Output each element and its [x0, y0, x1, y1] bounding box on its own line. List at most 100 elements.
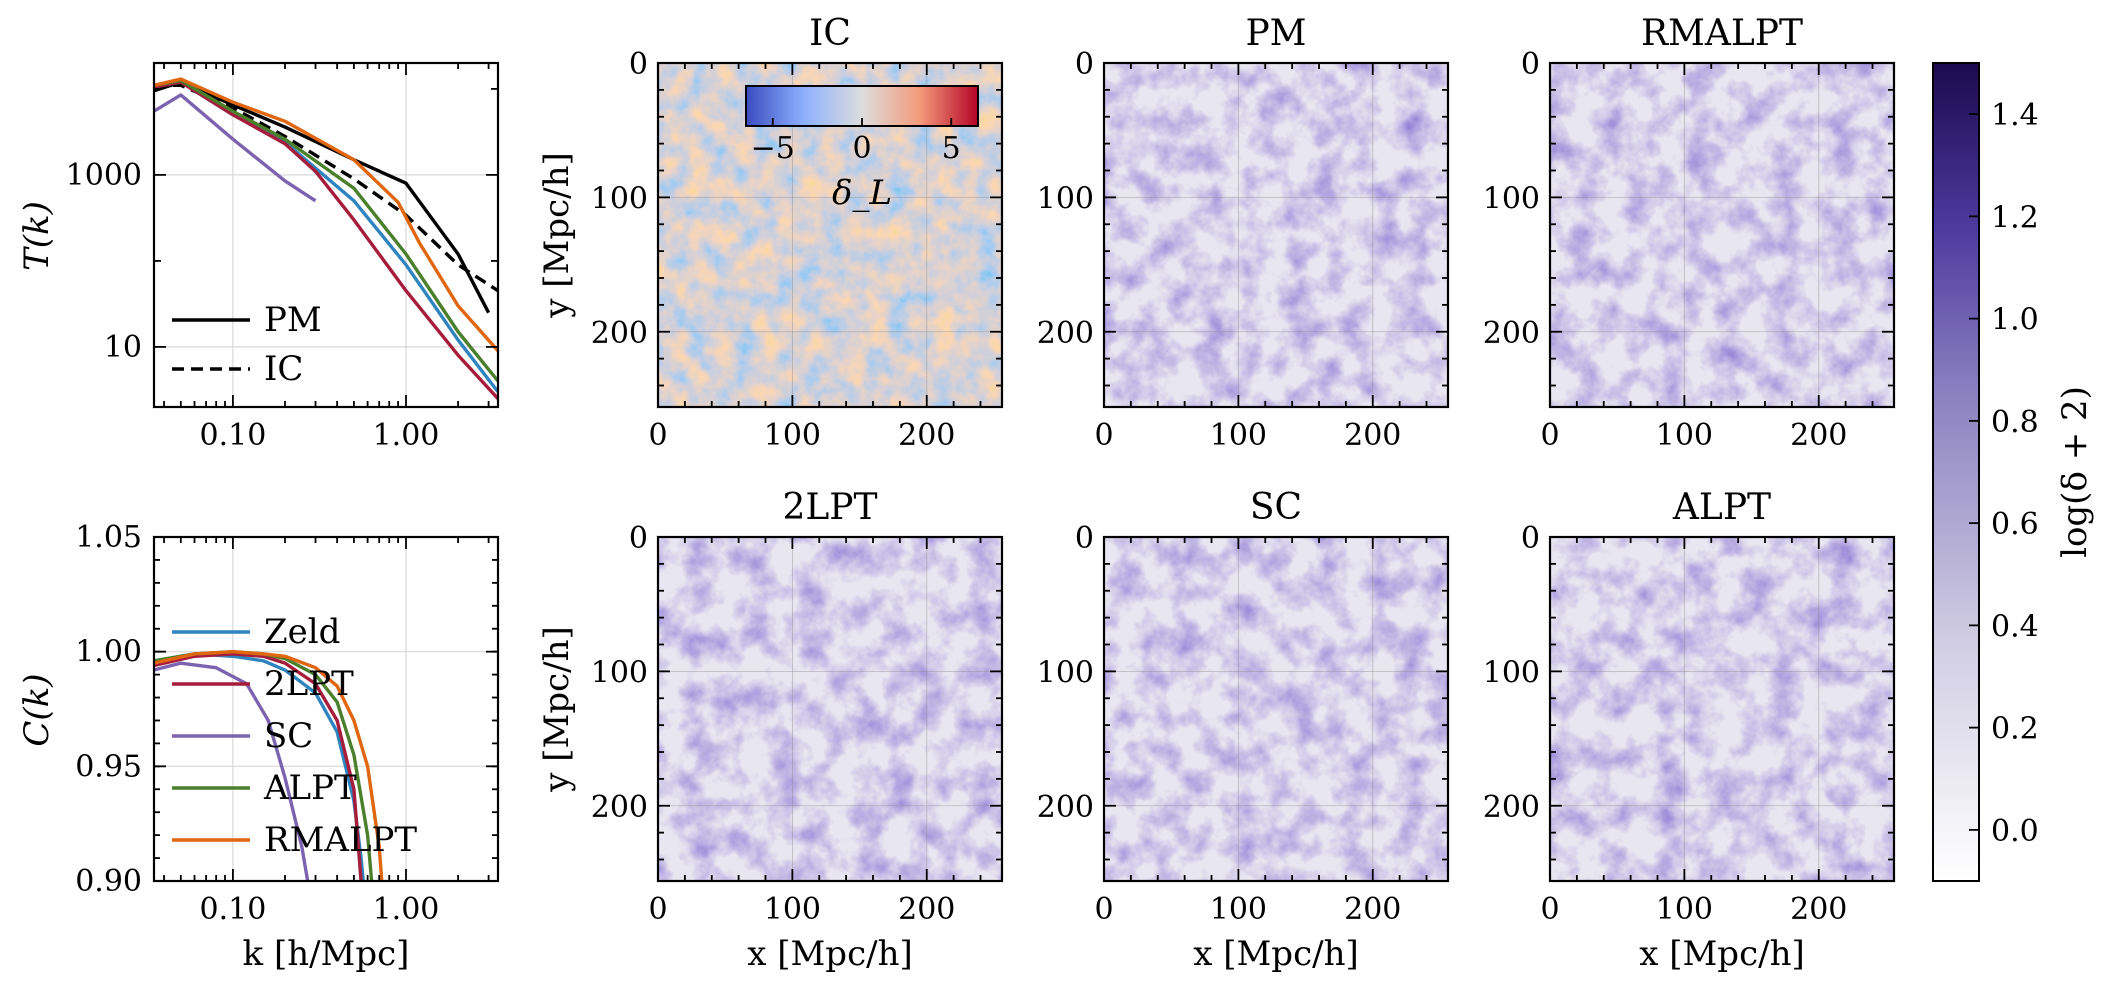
- x-tick-label: 0: [648, 418, 667, 453]
- map-frame: [1102, 61, 1450, 409]
- x-tick-label: 0: [1540, 418, 1559, 453]
- map-2lpt: 0 0 100 100 200 200 2LPT x [Mpc/h] y [Mpc/h]: [537, 487, 1004, 974]
- y-tick-label: 200: [591, 316, 648, 351]
- y-tick-label: 100: [1483, 655, 1540, 690]
- correlation-ticks: 0.10 1.00 0.90 0.95 1.00 1.05: [75, 520, 498, 927]
- y-tick-label: 0: [1075, 521, 1094, 556]
- x-tick-label: 200: [1790, 892, 1847, 927]
- y-tick-label: 0: [629, 47, 648, 82]
- y-tick-label: 0: [629, 521, 648, 556]
- y-tick-label: 100: [1483, 181, 1540, 216]
- legend-label-zeld: Zeld: [264, 612, 340, 652]
- x-tick-label: 0.10: [200, 418, 267, 453]
- map-frame: [1548, 61, 1896, 409]
- correlation-frame: [152, 535, 500, 883]
- series-alpt: [154, 78, 498, 383]
- transfer-ylabel: T(k): [17, 201, 57, 271]
- y-tick-label: 0: [1075, 47, 1094, 82]
- density-colorbar: 0.0 0.2 0.4 0.6 0.8 1.0 1.2 1.4 log(δ + 2): [1932, 62, 2095, 882]
- inset-label: δ_L: [832, 173, 892, 213]
- y-tick-label: 0.95: [75, 749, 142, 784]
- y-tick-label: 100: [591, 181, 648, 216]
- map-field: [658, 537, 1002, 881]
- y-tick-label: 200: [1037, 790, 1094, 825]
- map-title: RMALPT: [1641, 13, 1803, 54]
- legend-label-pm: PM: [264, 300, 322, 340]
- y-tick-label: 0.90: [75, 864, 142, 899]
- transfer-frame: [152, 61, 500, 409]
- x-tick-label: 0.10: [200, 892, 267, 927]
- map-xlabel: x [Mpc/h]: [1639, 934, 1804, 974]
- x-tick-label: 200: [1344, 418, 1401, 453]
- inset-tick-label: −5: [751, 131, 795, 166]
- colorbar-label: log(δ + 2): [2055, 386, 2095, 558]
- map-ic: 0 0 100 100 200 200 IC y [Mpc/h]: [537, 13, 1004, 453]
- map-xlabel: x [Mpc/h]: [1193, 934, 1358, 974]
- y-tick-label: 200: [1483, 790, 1540, 825]
- map-rmalpt: 0 0 100 100 200 200 RMALPT: [1483, 13, 1896, 453]
- legend-label-ic: IC: [264, 349, 303, 389]
- x-tick-label: 100: [1656, 892, 1713, 927]
- y-tick-label: 100: [591, 655, 648, 690]
- legend-label-rmalpt: RMALPT: [264, 820, 417, 860]
- cbar-tick-label: 1.0: [1991, 303, 2039, 338]
- cbar-tick-label: 1.4: [1991, 98, 2039, 133]
- cbar-tick-label: 0.2: [1991, 712, 2039, 747]
- map-alpt: 0 0 100 100 200 200 ALPT x [Mpc/h]: [1483, 487, 1896, 974]
- correlation-grid: [154, 537, 498, 881]
- map-pm: 0 0 100 100 200 200 PM: [1037, 13, 1450, 453]
- map-title: IC: [809, 13, 851, 54]
- y-tick-label: 200: [591, 790, 648, 825]
- map-title: PM: [1245, 13, 1306, 54]
- map-field: [1104, 537, 1448, 881]
- ic-inset-colorbar: −5 0 5 δ_L: [745, 85, 979, 213]
- x-tick-label: 200: [1790, 418, 1847, 453]
- x-tick-label: 0: [648, 892, 667, 927]
- map-field: [1550, 63, 1894, 407]
- x-tick-label: 200: [1344, 892, 1401, 927]
- correlation-xlabel: k [h/Mpc]: [243, 934, 410, 974]
- transfer-lines: [154, 77, 498, 400]
- y-tick-label: 0: [1521, 47, 1540, 82]
- map-field: [1104, 63, 1448, 407]
- map-frame: [1548, 535, 1896, 883]
- cbar-tick-label: 0.4: [1991, 609, 2039, 644]
- x-tick-label: 0: [1094, 418, 1113, 453]
- x-tick-label: 200: [898, 418, 955, 453]
- map-ylabel: y [Mpc/h]: [537, 152, 577, 319]
- map-frame: [656, 61, 1004, 409]
- correlation-ylabel: C(k): [17, 673, 57, 746]
- y-tick-label: 1.05: [75, 520, 142, 555]
- x-tick-label: 100: [764, 892, 821, 927]
- series-rmalpt: [154, 77, 498, 352]
- correlation-panel: 0.10 1.000.900.951.001.05 C(k) k [h/Mpc] …: [17, 520, 500, 974]
- field-maps: 0 0 100 100 200 200 IC y [Mpc/h] 0 0 100 100 200 200 P…: [537, 13, 1896, 974]
- map-ylabel: y [Mpc/h]: [537, 626, 577, 793]
- y-tick-label: 200: [1483, 316, 1540, 351]
- x-tick-label: 1.00: [373, 892, 440, 927]
- cbar-tick-label: 1.2: [1991, 200, 2039, 235]
- y-tick-label: 100: [1037, 655, 1094, 690]
- legend-label-alpt: ALPT: [263, 768, 357, 808]
- series-sc: [154, 661, 310, 881]
- transfer-panel: 0.10 1.00 10 1000 T(k) PM IC: [17, 61, 500, 453]
- x-tick-label: 100: [1656, 418, 1713, 453]
- transfer-legend: PM IC: [172, 300, 322, 389]
- map-title: ALPT: [1672, 487, 1771, 528]
- cbar-tick-label: 0.8: [1991, 405, 2039, 440]
- x-tick-label: 1.00: [373, 418, 440, 453]
- x-tick-label: 0: [1094, 892, 1113, 927]
- x-tick-label: 100: [1210, 892, 1267, 927]
- series-ic: [154, 83, 498, 293]
- series-2lpt: [154, 652, 363, 881]
- legend-label-sc: SC: [264, 716, 313, 756]
- correlation-legend: Zeld 2LPT SC ALPT RMALPT: [172, 612, 417, 860]
- series-rmalpt: [154, 649, 384, 881]
- colorbar-ticks: 0.0 0.2 0.4 0.6 0.8 1.0 1.2 1.4: [1969, 98, 2039, 849]
- x-tick-label: 100: [1210, 418, 1267, 453]
- series-sc: [154, 93, 317, 203]
- y-tick-label: 100: [1037, 181, 1094, 216]
- x-tick-label: 200: [898, 892, 955, 927]
- map-sc: 0 0 100 100 200 200 SC x [Mpc/h]: [1037, 487, 1450, 974]
